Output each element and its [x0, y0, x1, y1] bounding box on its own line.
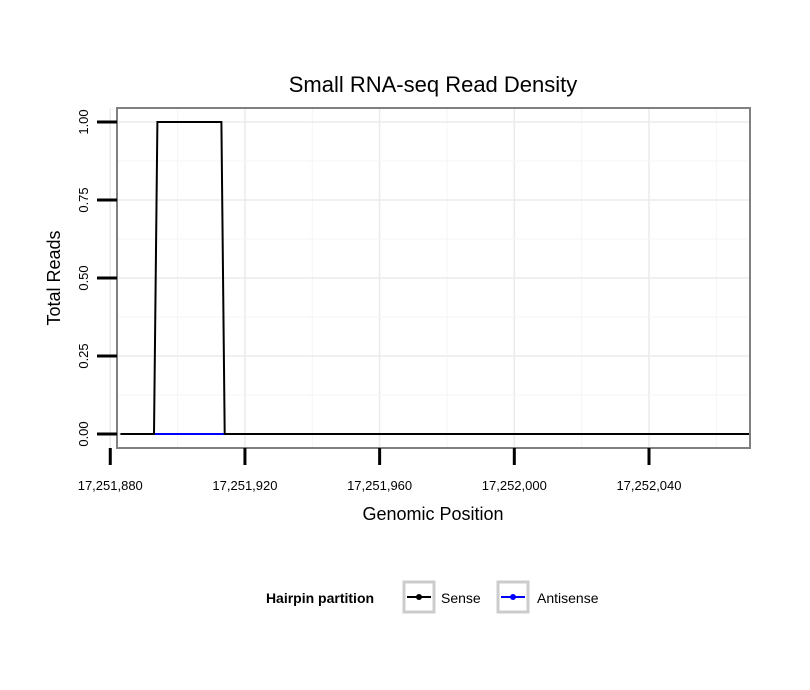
x-tick-label: 17,252,000 — [482, 478, 547, 493]
x-tick-label: 17,251,920 — [212, 478, 277, 493]
y-axis-title: Total Reads — [44, 230, 64, 325]
x-tick-label: 17,251,880 — [78, 478, 143, 493]
x-axis: 17,251,880 17,251,920 17,251,960 17,252,000… — [78, 448, 682, 493]
legend-label-antisense: Antisense — [537, 590, 599, 606]
y-tick-label: 0.25 — [76, 343, 91, 368]
y-axis: 0.00 0.25 0.50 0.75 1.00 — [76, 109, 117, 447]
series-line-sense — [120, 121, 750, 435]
chart-title: Small RNA-seq Read Density — [289, 72, 578, 97]
legend-item-sense: Sense — [402, 580, 481, 614]
legend-point-antisense — [510, 594, 516, 600]
legend-title: Hairpin partition — [266, 590, 374, 606]
series-layer — [120, 121, 750, 435]
legend-label-sense: Sense — [441, 590, 481, 606]
legend-item-antisense: Antisense — [496, 580, 599, 614]
y-tick-label: 0.00 — [76, 421, 91, 446]
y-tick-label: 0.50 — [76, 265, 91, 290]
x-axis-title: Genomic Position — [362, 504, 503, 524]
legend-point-sense — [416, 594, 422, 600]
x-tick-label: 17,252,040 — [616, 478, 681, 493]
y-tick-label: 0.75 — [76, 187, 91, 212]
legend: Hairpin partition Sense Antisense — [266, 580, 599, 614]
y-tick-label: 1.00 — [76, 109, 91, 134]
x-tick-label: 17,251,960 — [347, 478, 412, 493]
